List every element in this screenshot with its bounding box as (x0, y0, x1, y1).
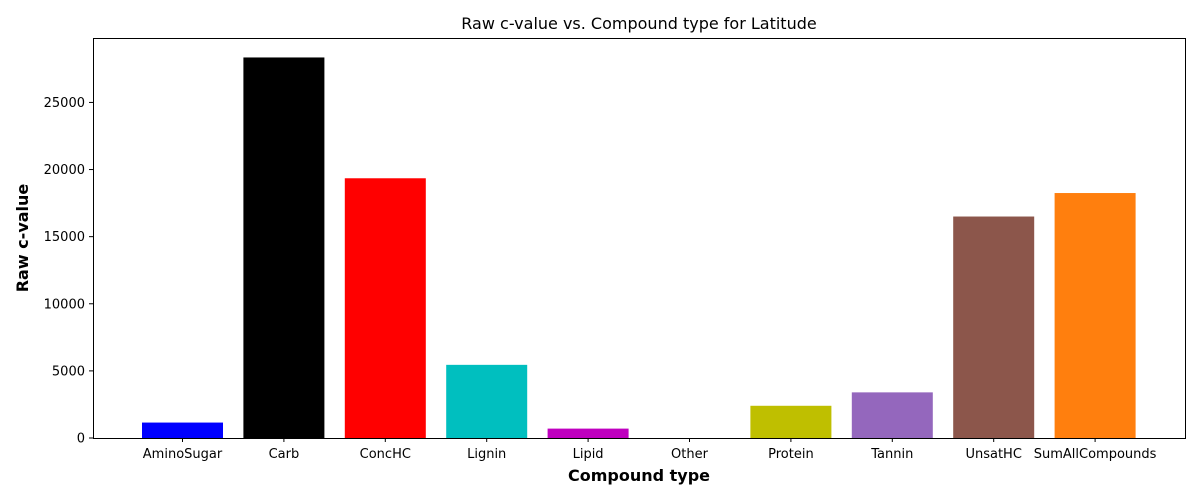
y-tick-label: 25000 (44, 96, 85, 111)
bar-sumallcompounds (1054, 193, 1136, 438)
y-tick-label: 5000 (52, 364, 85, 379)
x-tick-label: UnsatHC (965, 447, 1021, 462)
bar-conchc (344, 178, 426, 438)
bar-carb (243, 57, 325, 439)
bars-group (142, 57, 1136, 439)
y-tick-label: 20000 (44, 163, 85, 178)
bar-protein (750, 405, 832, 438)
x-axis-ticks: AminoSugar Carb ConcHC Lignin Lipid Other Prot… (143, 438, 1157, 462)
x-tick-label: ConcHC (360, 447, 411, 462)
x-axis-label: Compound type (568, 466, 710, 485)
x-tick-label: Other (671, 447, 709, 462)
bar-tannin (851, 392, 933, 438)
y-axis-ticks: 0 5000 10000 15000 20000 25000 (44, 96, 93, 447)
x-tick-label: SumAllCompounds (1034, 447, 1157, 462)
y-tick-label: 0 (77, 432, 85, 447)
x-tick-label: AminoSugar (143, 447, 223, 462)
x-tick-label: Tannin (870, 447, 913, 462)
y-tick-label: 10000 (44, 297, 85, 312)
x-tick-label: Lignin (467, 447, 506, 462)
y-axis-label: Raw c-value (13, 184, 32, 293)
bar-lignin (446, 364, 528, 438)
x-tick-label: Lipid (573, 447, 604, 462)
x-tick-label: Carb (269, 447, 300, 462)
y-tick-label: 15000 (44, 230, 85, 245)
bar-unsathc (953, 216, 1035, 438)
chart-title: Raw c-value vs. Compound type for Latitu… (461, 14, 816, 33)
bar-lipid (547, 428, 629, 438)
bar-aminosugar (142, 422, 223, 438)
x-tick-label: Protein (768, 447, 814, 462)
plot-frame (93, 38, 1186, 439)
